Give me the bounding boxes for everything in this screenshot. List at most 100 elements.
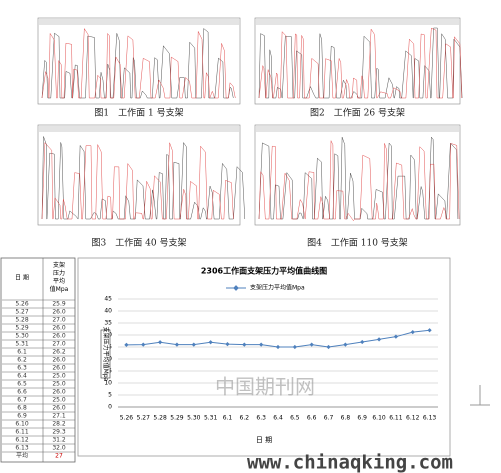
screenshot-toolbar <box>256 19 459 25</box>
table-cell: 25.9 <box>52 301 66 308</box>
x-tick-label: 6.7 <box>324 415 334 422</box>
table-cell: 6.12 <box>15 437 29 444</box>
table-cell: 28.2 <box>52 421 66 428</box>
x-tick-label: 6.1 <box>223 415 233 422</box>
table-cell: 6.3 <box>17 365 27 372</box>
data-point <box>225 341 230 347</box>
y-tick-label: 40 <box>104 308 112 315</box>
screenshot-toolbar <box>39 19 239 25</box>
data-point <box>191 342 196 347</box>
screenshot-frame <box>37 17 241 105</box>
x-tick-label: 5.30 <box>187 415 201 422</box>
legend-label: 支架压力平均值Mpa <box>250 284 305 292</box>
table-cell: 5.30 <box>15 333 29 340</box>
chart-frame <box>77 257 451 457</box>
table-cell: 31.2 <box>52 437 66 444</box>
figure-caption: 图4 工作面 110 号支架 <box>307 237 408 249</box>
data-point <box>157 340 163 345</box>
table-cell: 6.6 <box>17 389 27 396</box>
x-tick-label: 6.12 <box>406 415 420 422</box>
data-point <box>259 342 264 347</box>
table-cell: 25.0 <box>52 397 66 404</box>
table-cell: 6.5 <box>17 381 27 388</box>
y-label-box <box>100 329 111 379</box>
screenshot-trace <box>258 136 459 220</box>
table-cell: 25.0 <box>52 381 66 388</box>
x-tick-label: 6.13 <box>423 415 437 422</box>
table-cell: 29.3 <box>52 429 66 436</box>
screenshot-trace <box>258 27 462 99</box>
screenshot-trace <box>41 136 246 220</box>
table-cell: 6.11 <box>15 429 29 436</box>
table-cell: 26.0 <box>52 333 66 340</box>
data-point <box>410 329 415 335</box>
data-point <box>141 342 146 347</box>
screenshot-frame <box>37 124 241 226</box>
table-cell: 32.0 <box>52 445 66 452</box>
data-point <box>343 342 348 347</box>
table-cell: 5.31 <box>15 341 29 348</box>
table-cell: 6.7 <box>17 397 27 404</box>
data-point <box>292 344 297 350</box>
x-tick-label: 6.2 <box>240 415 250 422</box>
screenshot-toolbar <box>256 126 459 132</box>
table-cell: 27 <box>55 453 63 460</box>
table-cell: 26.0 <box>52 309 66 316</box>
x-tick-label: 6.8 <box>341 415 351 422</box>
table-cell: 6.1 <box>17 349 27 356</box>
x-axis-label: 日 期 <box>256 436 272 444</box>
data-point <box>242 342 247 347</box>
table-cell: 6.8 <box>17 405 27 412</box>
site-url: www.chinaqking.com <box>247 452 453 473</box>
table-cell: 26.0 <box>52 389 66 396</box>
data-point <box>393 334 399 339</box>
data-point <box>275 344 281 350</box>
table-cell: 6.10 <box>15 421 29 428</box>
table-cell: 平均 <box>16 452 28 460</box>
table-cell: 26.0 <box>52 325 66 332</box>
chart-title: 2306工作面支架压力平均值曲线图 <box>201 266 327 276</box>
y-tick-label: 5 <box>108 392 112 399</box>
table-cell: 26.0 <box>52 357 66 364</box>
data-point <box>326 344 331 350</box>
screenshot-trace <box>41 27 236 99</box>
screenshot-trace <box>258 140 460 221</box>
y-tick-label: 45 <box>104 296 112 303</box>
y-tick-label: 10 <box>104 380 112 387</box>
table-header: 支架压力平均值Mpa <box>50 261 69 293</box>
table-cell: 5.29 <box>15 325 29 332</box>
y-tick-label: 35 <box>104 320 112 327</box>
x-tick-label: 5.26 <box>120 415 134 422</box>
table-cell: 26.2 <box>52 349 66 356</box>
table-cell: 27.0 <box>52 341 66 348</box>
table-cell: 6.9 <box>17 413 27 420</box>
table-cell: 5.26 <box>15 301 29 308</box>
x-tick-label: 5.31 <box>204 415 218 422</box>
screenshot-trace <box>41 142 234 220</box>
y-tick-label: 0 <box>108 404 112 411</box>
data-point <box>174 342 180 347</box>
x-tick-label: 6.5 <box>290 415 300 422</box>
x-tick-label: 5.28 <box>153 415 167 422</box>
x-tick-label: 5.29 <box>170 415 184 422</box>
table-cell: 26.0 <box>52 405 66 412</box>
x-tick-label: 6.11 <box>389 415 403 422</box>
x-tick-label: 6.6 <box>307 415 317 422</box>
table-cell: 25.0 <box>52 373 66 380</box>
table-cell: 5.28 <box>15 317 29 324</box>
x-tick-label: 5.27 <box>137 415 151 422</box>
data-point <box>208 340 213 345</box>
figure-caption: 图1 工作面 1 号支架 <box>94 107 183 119</box>
table-cell: 27.1 <box>52 413 66 420</box>
table-cell: 26.0 <box>52 365 66 372</box>
table-cell: 6.4 <box>17 373 27 380</box>
data-point <box>360 339 365 345</box>
x-tick-label: 6.4 <box>273 415 283 422</box>
legend-marker <box>233 285 239 291</box>
table-cell: 27.0 <box>52 317 66 324</box>
x-tick-label: 6.3 <box>256 415 266 422</box>
table-cell: 6.2 <box>17 357 27 364</box>
watermark: 中国期刊网 <box>215 375 315 399</box>
